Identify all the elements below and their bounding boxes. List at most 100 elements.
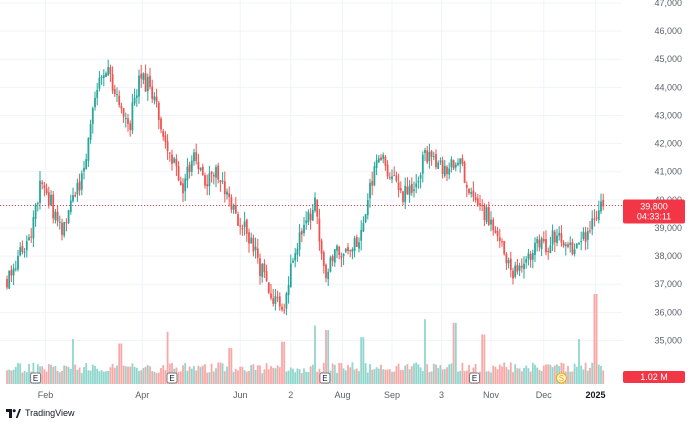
candle-body [349,250,352,252]
price-tick-label: 45,000 [654,54,682,64]
volume-bar [153,371,156,384]
candle-body [512,270,514,279]
candle-body [245,219,248,234]
candle-body [340,256,343,258]
candle-body [142,73,145,81]
volume-bar [177,371,180,384]
volume-bar [538,369,541,384]
tradingview-logo[interactable]: TradingView [6,408,75,418]
volume-bar [503,362,506,384]
volume-bar [397,363,400,384]
candle-body [542,238,545,242]
candle-body [520,265,523,268]
candle-body [344,248,347,252]
volume-bar [518,368,521,384]
candle-body [179,181,182,186]
volume-bar [384,369,387,384]
earnings-event-marker[interactable]: E [30,372,42,384]
candle-body [47,192,50,205]
volume-bar [94,366,96,384]
volume-bar [232,371,235,384]
candle-body [118,95,121,106]
candle-body [494,230,497,233]
volume-bar [556,364,558,384]
time-axis[interactable]: Feb Apr Jun 2 Aug Sep 3 Nov Dec 2025 [38,390,606,400]
candle-body [377,158,380,163]
volume-bar [597,364,600,384]
earnings-event-marker[interactable]: E [469,372,480,384]
candle-body [289,263,292,287]
volume-bar [551,367,554,384]
volume-bar [402,370,404,384]
logo-text: TradingView [25,408,75,418]
volume-bar [197,365,200,384]
candle-body [490,219,492,225]
candle-body [483,205,486,220]
volume-bar [80,373,83,384]
candle-body [558,232,561,236]
split-event-marker[interactable]: S [555,372,567,384]
volume-bar [523,367,525,384]
candle-body [329,257,332,272]
volume-bar [116,365,118,384]
candle-body [234,205,237,214]
candle-body [545,239,547,253]
volume-bar [140,370,143,384]
candle-body [428,152,431,162]
candle-body [305,220,308,224]
volume-bar [78,367,81,384]
volume-bar [166,331,169,384]
candle-body [283,309,286,311]
candle-body [373,166,376,186]
grid-lines [0,0,622,385]
volume-bar [360,337,363,384]
last-price-badge-bg [623,199,685,224]
candle-body [476,198,479,205]
candle-body [89,123,92,140]
candle-body [391,176,393,180]
earnings-event-marker[interactable]: E [319,372,331,384]
candle-body [413,189,415,191]
volume-bar [406,364,409,384]
volume-bar [373,369,376,384]
volume-bar [602,370,605,384]
candle-body [17,255,19,270]
volume-bar [547,364,550,384]
candle-body [63,222,66,236]
volume-bar [89,370,92,384]
candle-body [538,239,541,248]
volume-bar [210,363,213,384]
candle-body [69,200,72,213]
candle-body [591,218,594,230]
candle-body [518,265,521,271]
event-label: E [169,374,174,383]
volume-bar [421,371,424,384]
volume-bar [72,339,74,384]
volume-bar [56,370,59,384]
candle-body [468,188,470,194]
volume-bar [61,370,63,384]
earnings-event-marker[interactable]: E [166,372,178,384]
candle-body [36,203,39,205]
candle-body [61,222,63,235]
candle-body [164,135,167,143]
price-axis[interactable]: 47,000 46,000 45,000 44,000 43,000 42,000 41,0… [654,0,682,345]
candle-body [307,211,310,223]
candle-body [230,197,233,210]
volume-bar [179,371,182,384]
candle-body [6,278,8,288]
candle-body [547,251,550,253]
volume-bar [314,325,316,384]
candle-body [28,237,30,241]
candle-body [162,130,165,137]
volume-bar [254,369,257,384]
volume-bar [600,365,602,384]
candle-body [166,141,169,152]
event-label: E [472,374,477,383]
volume-bar [380,364,382,384]
volume-bar [85,363,88,384]
volume-bar [463,371,466,384]
